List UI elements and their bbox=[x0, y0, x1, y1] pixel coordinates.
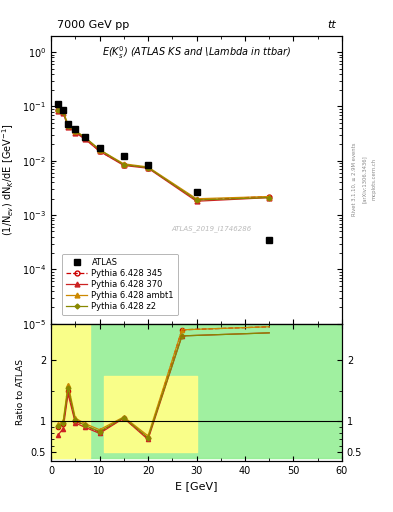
Pythia 6.428 345 bbox=[83, 135, 87, 141]
Pythia 6.428 z2 bbox=[83, 134, 87, 140]
Pythia 6.428 370 bbox=[61, 110, 66, 116]
Text: ATLAS_2019_I1746286: ATLAS_2019_I1746286 bbox=[171, 225, 251, 232]
Pythia 6.428 ambt1 bbox=[61, 108, 66, 114]
ATLAS bbox=[56, 101, 61, 108]
Pythia 6.428 345 bbox=[267, 194, 272, 200]
Pythia 6.428 z2 bbox=[194, 197, 199, 203]
Pythia 6.428 345 bbox=[146, 164, 151, 170]
Pythia 6.428 345 bbox=[194, 197, 199, 203]
Pythia 6.428 z2 bbox=[97, 146, 102, 153]
Pythia 6.428 370 bbox=[194, 198, 199, 204]
Pythia 6.428 370 bbox=[56, 108, 61, 114]
Pythia 6.428 ambt1 bbox=[194, 196, 199, 202]
Bar bbox=[51, 324, 342, 458]
ATLAS bbox=[83, 134, 87, 140]
Y-axis label: (1/N$_{ev}$) dN$_K$/dE [GeV$^{-1}$]: (1/N$_{ev}$) dN$_K$/dE [GeV$^{-1}$] bbox=[1, 123, 17, 236]
Pythia 6.428 370 bbox=[73, 130, 78, 136]
Pythia 6.428 ambt1 bbox=[66, 122, 70, 128]
Line: Pythia 6.428 ambt1: Pythia 6.428 ambt1 bbox=[56, 106, 272, 201]
ATLAS bbox=[61, 107, 66, 113]
Pythia 6.428 370 bbox=[66, 124, 70, 130]
Pythia 6.428 z2 bbox=[121, 162, 126, 168]
Pythia 6.428 370 bbox=[121, 162, 126, 168]
ATLAS bbox=[73, 126, 78, 133]
Pythia 6.428 345 bbox=[56, 107, 61, 113]
Legend: ATLAS, Pythia 6.428 345, Pythia 6.428 370, Pythia 6.428 ambt1, Pythia 6.428 z2: ATLAS, Pythia 6.428 345, Pythia 6.428 37… bbox=[62, 254, 178, 315]
ATLAS bbox=[121, 154, 126, 160]
ATLAS bbox=[194, 188, 199, 195]
Line: Pythia 6.428 z2: Pythia 6.428 z2 bbox=[57, 108, 271, 202]
Pythia 6.428 345 bbox=[121, 162, 126, 168]
Pythia 6.428 370 bbox=[97, 148, 102, 154]
Text: 7000 GeV pp: 7000 GeV pp bbox=[57, 20, 129, 30]
Pythia 6.428 345 bbox=[73, 129, 78, 135]
ATLAS bbox=[97, 145, 102, 152]
Pythia 6.428 ambt1 bbox=[83, 134, 87, 140]
Line: Pythia 6.428 345: Pythia 6.428 345 bbox=[56, 108, 272, 202]
ATLAS bbox=[146, 162, 151, 168]
Pythia 6.428 ambt1 bbox=[97, 146, 102, 153]
Text: Rivet 3.1.10, ≥ 2.9M events: Rivet 3.1.10, ≥ 2.9M events bbox=[352, 142, 357, 216]
Pythia 6.428 345 bbox=[61, 109, 66, 115]
Pythia 6.428 ambt1 bbox=[56, 106, 61, 112]
Pythia 6.428 370 bbox=[146, 165, 151, 172]
Line: Pythia 6.428 370: Pythia 6.428 370 bbox=[56, 109, 272, 204]
Pythia 6.428 ambt1 bbox=[73, 127, 78, 134]
Pythia 6.428 ambt1 bbox=[267, 194, 272, 200]
Pythia 6.428 345 bbox=[97, 148, 102, 154]
Pythia 6.428 345 bbox=[66, 123, 70, 130]
Text: [arXiv:1306.3436]: [arXiv:1306.3436] bbox=[362, 155, 367, 203]
Text: tt: tt bbox=[327, 20, 336, 30]
Y-axis label: Ratio to ATLAS: Ratio to ATLAS bbox=[16, 359, 25, 425]
X-axis label: E [GeV]: E [GeV] bbox=[175, 481, 218, 491]
Pythia 6.428 z2 bbox=[66, 123, 70, 129]
Pythia 6.428 370 bbox=[267, 195, 272, 201]
Line: ATLAS: ATLAS bbox=[55, 101, 272, 243]
Pythia 6.428 z2 bbox=[56, 106, 61, 113]
ATLAS bbox=[267, 237, 272, 243]
Pythia 6.428 ambt1 bbox=[146, 164, 151, 170]
Pythia 6.428 z2 bbox=[73, 128, 78, 134]
Pythia 6.428 z2 bbox=[267, 195, 272, 201]
Pythia 6.428 370 bbox=[83, 136, 87, 142]
Pythia 6.428 z2 bbox=[61, 109, 66, 115]
Text: mcplots.cern.ch: mcplots.cern.ch bbox=[371, 158, 376, 200]
ATLAS bbox=[66, 121, 70, 127]
Text: E(K$_s^0$) (ATLAS KS and \Lambda in ttbar): E(K$_s^0$) (ATLAS KS and \Lambda in ttba… bbox=[102, 45, 291, 61]
Pythia 6.428 z2 bbox=[146, 164, 151, 170]
Pythia 6.428 ambt1 bbox=[121, 161, 126, 167]
